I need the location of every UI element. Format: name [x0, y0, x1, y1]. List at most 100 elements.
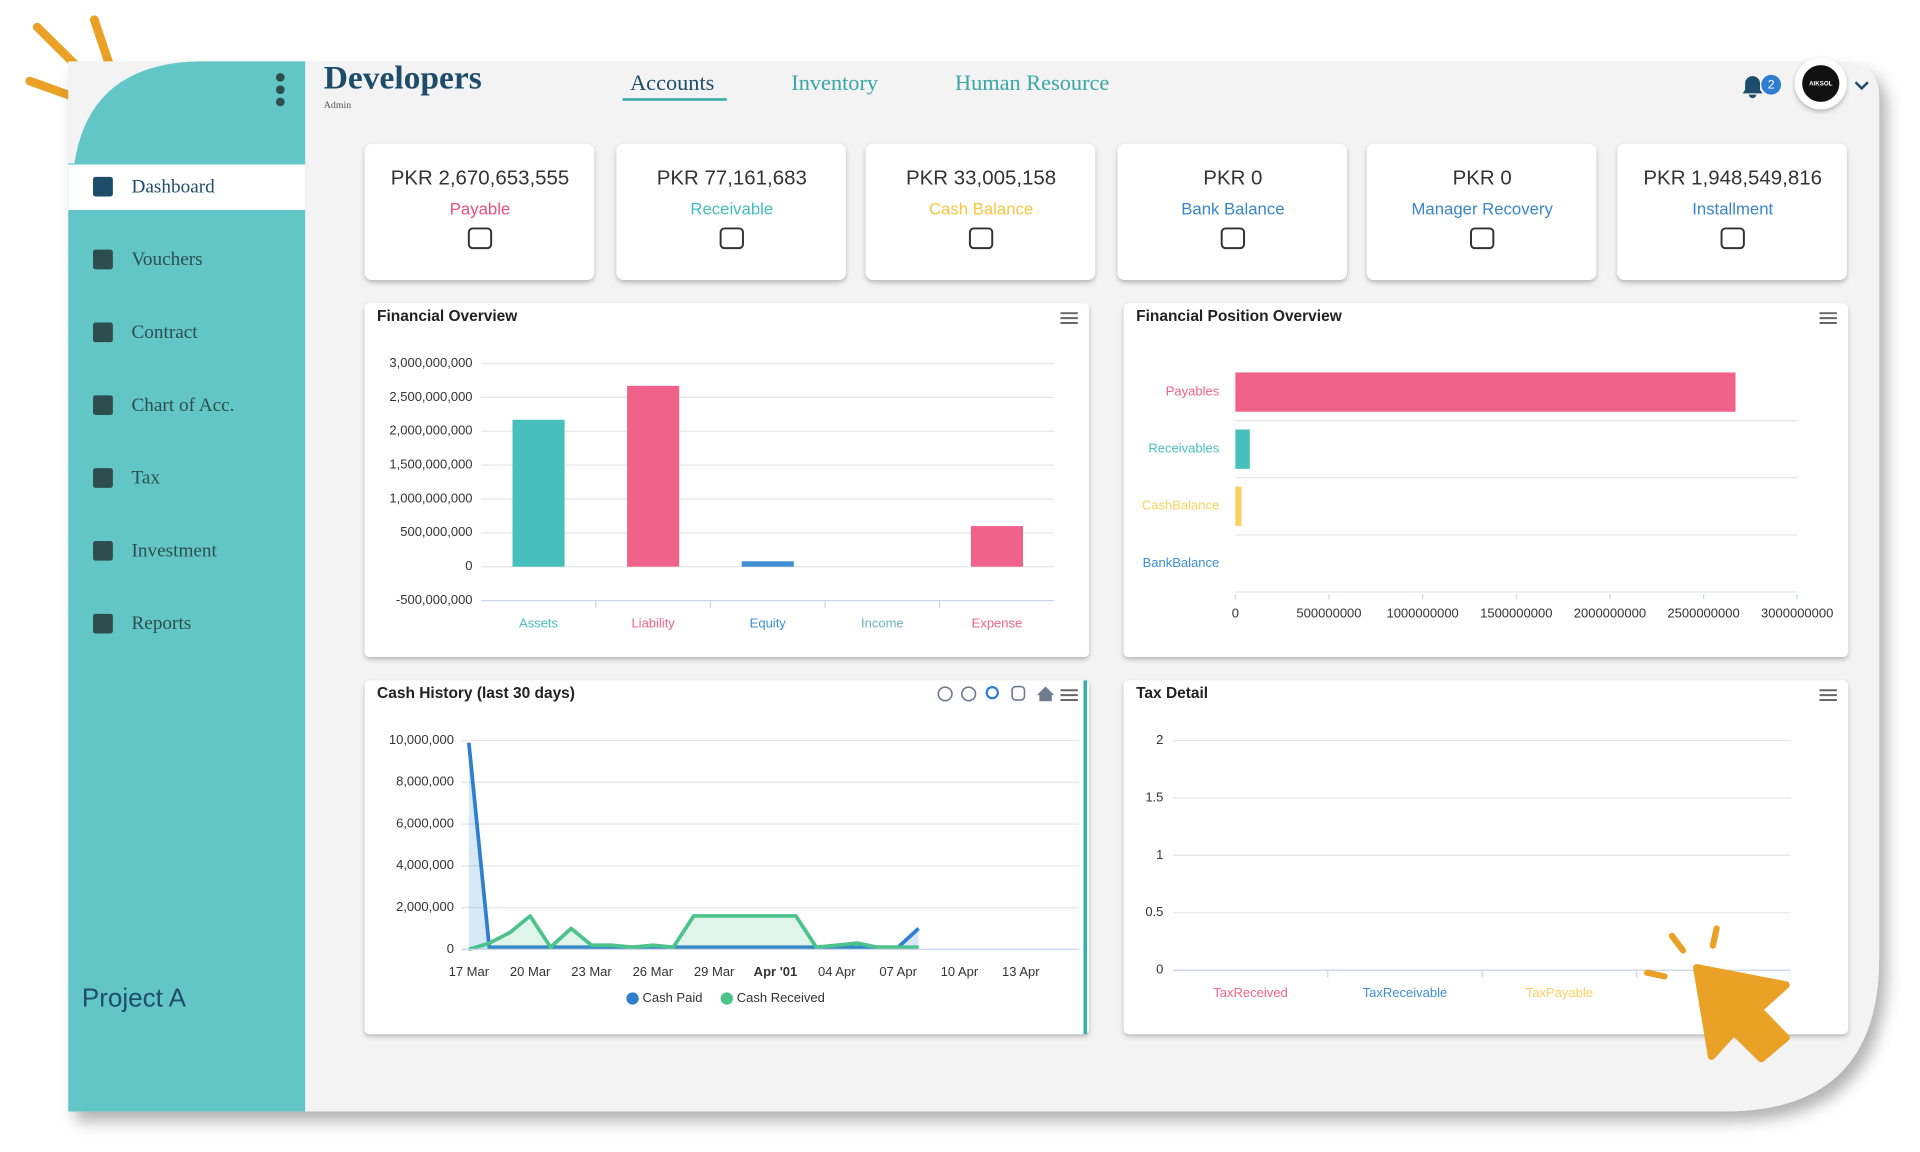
panel	[1123, 303, 1849, 658]
x-tick-label: Apr '01	[754, 964, 798, 979]
cursor-decoration	[1644, 925, 1790, 1063]
y-tick-label: 1	[1156, 847, 1163, 862]
bar	[1235, 486, 1242, 526]
y-tick-label: 2	[1156, 732, 1163, 747]
sidebar	[68, 163, 306, 1112]
charts: Financial Overview -500,000,000 0 500,000,0…	[364, 303, 1849, 1035]
y-tick-label: 3,000,000,000	[389, 355, 472, 370]
y-tick-label: 1,500,000,000	[389, 457, 472, 472]
y-tick-label: 8,000,000	[396, 774, 454, 789]
sidebar-item[interactable]: Vouchers	[131, 249, 202, 270]
card-icon	[719, 227, 744, 250]
sidebar-icon	[93, 395, 113, 415]
x-tick-label: 04 Apr	[818, 964, 856, 979]
card-label: Receivable	[690, 199, 773, 218]
y-tick-label: -500,000,000	[396, 592, 473, 607]
y-tick-label: 2,000,000	[396, 899, 454, 914]
legend-label[interactable]: Cash Paid	[642, 990, 702, 1005]
y-tick-label: 2,000,000,000	[389, 423, 472, 438]
card	[1617, 143, 1847, 281]
sidebar-item[interactable]: Tax	[131, 468, 160, 489]
card-icon	[968, 227, 994, 250]
card-icon	[1220, 227, 1246, 250]
sidebar-icon	[93, 540, 113, 561]
legend-marker[interactable]	[720, 992, 734, 1005]
card-label: Manager Recovery	[1411, 199, 1553, 218]
toolbar-icon[interactable]	[1011, 685, 1026, 701]
sidebar-item[interactable]: Dashboard	[131, 176, 215, 197]
brand-title: Developers	[324, 60, 482, 97]
x-tick-label: 500000000	[1296, 606, 1361, 621]
chevron[interactable]	[1854, 81, 1869, 91]
card-value: PKR 2,670,653,555	[391, 168, 570, 190]
nav: Accounts Inventory Human Resource	[622, 70, 1109, 101]
y-tick-label: 10,000,000	[389, 732, 454, 747]
y-tick-label: 500,000,000	[400, 524, 472, 539]
x-tick-label: 17 Mar	[449, 964, 490, 979]
legend-label[interactable]: Cash Received	[737, 990, 825, 1005]
x-tick-label: TaxReceived	[1213, 985, 1287, 1000]
category-label: CashBalance	[1142, 498, 1219, 513]
sidebar-item[interactable]: Investment	[131, 540, 217, 561]
x-tick-label: 26 Mar	[633, 964, 674, 979]
sidebar-menu-dots	[275, 73, 285, 107]
toolbar-icon[interactable]	[985, 686, 999, 700]
sidebar-icon	[93, 249, 113, 270]
toolbar-icon[interactable]	[937, 686, 953, 702]
bar	[627, 385, 680, 567]
card-value: PKR 33,005,158	[906, 168, 1056, 190]
y-tick-label: 6,000,000	[396, 816, 454, 831]
bell-icon[interactable]	[1742, 76, 1763, 99]
category-label: BankBalance	[1143, 555, 1220, 570]
card-value: PKR 1,948,549,816	[1643, 168, 1822, 190]
card-value: PKR 0	[1453, 168, 1512, 190]
x-tick-label: 1500000000	[1480, 606, 1552, 621]
bar	[512, 419, 565, 567]
toolbar-icon[interactable]	[961, 686, 977, 702]
y-tick-label: 4,000,000	[396, 857, 454, 872]
card-value: PKR 77,161,683	[657, 168, 807, 190]
sidebar-icon	[93, 322, 113, 343]
sidebar-top	[74, 61, 306, 164]
card-label: Installment	[1692, 199, 1773, 218]
legend-marker[interactable]	[626, 992, 639, 1005]
avatar-text: AIKSOL	[1809, 81, 1833, 88]
bar	[1235, 429, 1250, 469]
y-tick-label: 1.5	[1145, 789, 1163, 804]
x-tick-label: 07 Apr	[879, 964, 917, 979]
sidebar-item[interactable]: Reports	[131, 613, 191, 634]
bar	[741, 561, 794, 567]
sidebar-item[interactable]: Contract	[131, 322, 198, 343]
x-tick-label: Liability	[631, 615, 675, 630]
nav-link[interactable]: Human Resource	[955, 70, 1109, 95]
panel	[1123, 680, 1849, 1035]
x-tick-label: 2000000000	[1574, 606, 1646, 621]
nav-link[interactable]: Inventory	[791, 70, 879, 95]
x-tick-label: Assets	[519, 615, 558, 630]
cards: PKR 2,670,653,555 Payable PKR 77,161,683 Re…	[364, 143, 1847, 281]
sidebar-icon	[93, 176, 113, 197]
toolbar-icon[interactable]	[1036, 686, 1055, 702]
sidebar-item[interactable]: Chart of Acc.	[131, 395, 234, 416]
area	[468, 915, 919, 950]
x-tick-label: 23 Mar	[571, 964, 612, 979]
y-tick-label: 1,000,000,000	[389, 490, 472, 505]
y-tick-label: 0.5	[1145, 904, 1163, 919]
x-tick-label: 10 Apr	[941, 964, 979, 979]
x-tick-label: Expense	[972, 615, 1023, 630]
project-name: Project A	[82, 985, 187, 1013]
y-tick-label: 2,500,000,000	[389, 389, 472, 404]
avatar	[1802, 65, 1840, 102]
card	[865, 143, 1096, 281]
panel	[364, 303, 1089, 658]
line	[466, 742, 920, 950]
x-tick-label: 2500000000	[1667, 606, 1739, 621]
x-tick-label: 20 Mar	[510, 964, 551, 979]
brand-subtitle: Admin	[324, 100, 352, 111]
category-label: Receivables	[1148, 441, 1219, 456]
sidebar-items: Dashboard Vouchers Contract Chart of Acc. Ta…	[93, 176, 234, 634]
nav-link[interactable]: Accounts	[630, 70, 714, 95]
y-tick-label: 0	[465, 558, 472, 573]
x-tick-label: 1000000000	[1386, 606, 1458, 621]
